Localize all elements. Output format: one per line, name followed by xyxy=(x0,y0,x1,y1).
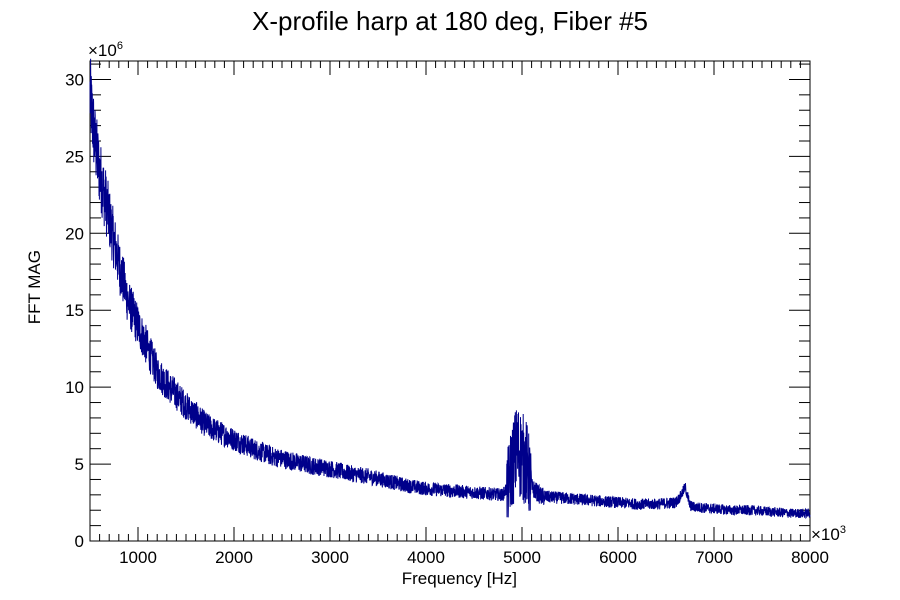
x-axis-label: Frequency [Hz] xyxy=(402,569,517,588)
chart-title: X-profile harp at 180 deg, Fiber #5 xyxy=(252,6,648,36)
x-tick-label: 7000 xyxy=(695,548,733,567)
x-tick-label: 3000 xyxy=(311,548,349,567)
y-tick-label: 30 xyxy=(65,70,84,89)
y-axis-ticks xyxy=(90,63,810,542)
y-tick-label: 20 xyxy=(65,224,84,243)
x-tick-label: 1000 xyxy=(119,548,157,567)
x-axis-ticks xyxy=(89,61,811,541)
x-axis-tick-labels: 1000 2000 3000 4000 5000 6000 7000 8000 xyxy=(119,548,829,567)
x-tick-label: 8000 xyxy=(791,548,829,567)
x-tick-label: 5000 xyxy=(503,548,541,567)
x-axis-multiplier: ×103 xyxy=(811,524,846,544)
y-axis-tick-labels: 0 5 10 15 20 25 30 xyxy=(65,70,84,551)
y-tick-label: 15 xyxy=(65,301,84,320)
x-tick-label: 2000 xyxy=(215,548,253,567)
x-tick-label: 6000 xyxy=(599,548,637,567)
y-axis-label: FFT MAG xyxy=(25,250,44,324)
plot-frame xyxy=(89,60,811,542)
y-tick-label: 25 xyxy=(65,147,84,166)
x-tick-label: 4000 xyxy=(407,548,445,567)
y-axis-multiplier: ×106 xyxy=(88,40,123,60)
y-tick-label: 0 xyxy=(75,532,84,551)
y-tick-label: 5 xyxy=(75,455,84,474)
y-tick-label: 10 xyxy=(65,378,84,397)
series-line xyxy=(89,58,811,520)
